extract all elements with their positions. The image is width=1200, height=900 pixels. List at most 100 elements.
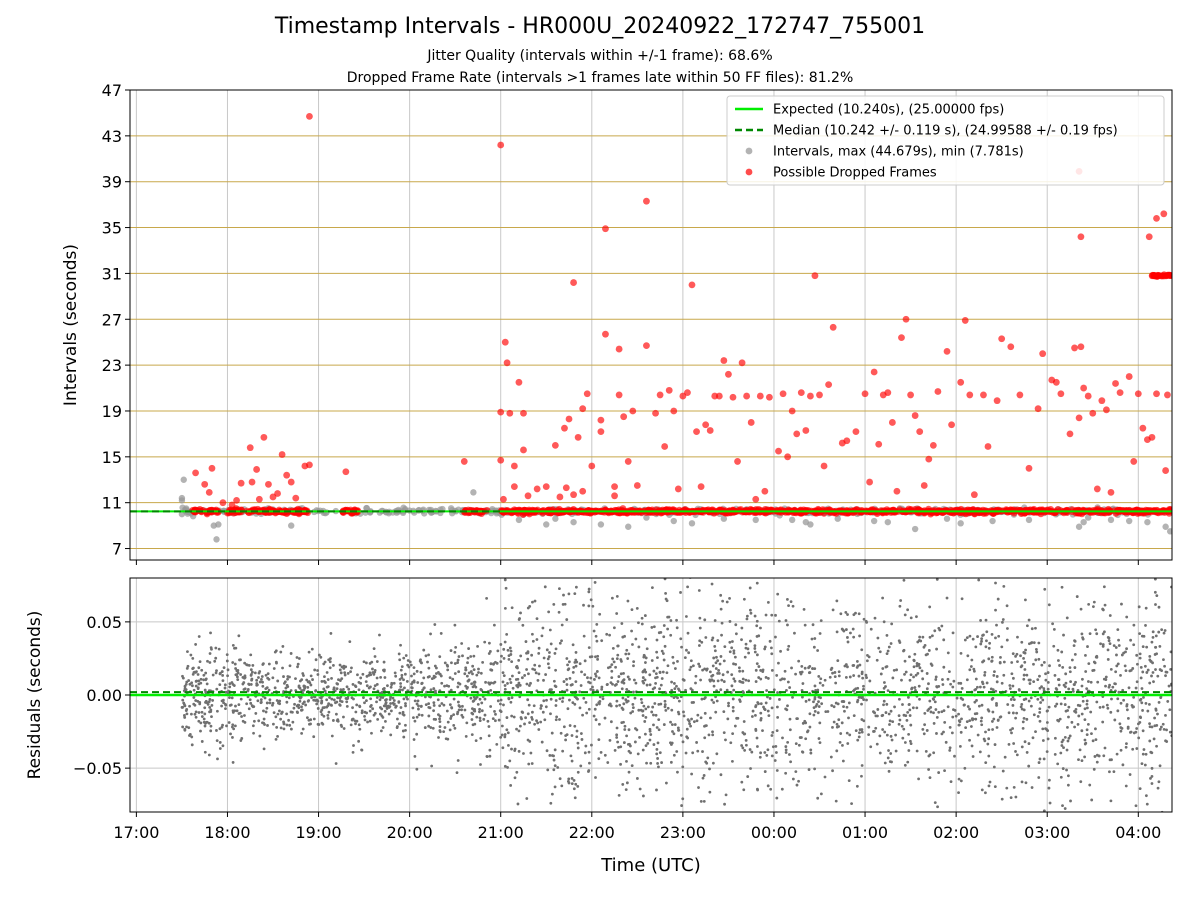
residual-point bbox=[387, 712, 391, 716]
residual-point bbox=[258, 670, 262, 673]
residual-point bbox=[867, 733, 871, 737]
residual-point bbox=[941, 683, 945, 686]
dropped-frame-point bbox=[920, 482, 928, 489]
dropped-frame-point bbox=[884, 389, 892, 397]
residual-point bbox=[1150, 640, 1154, 644]
residual-point bbox=[216, 757, 219, 761]
residual-point bbox=[776, 715, 780, 719]
residual-point bbox=[643, 732, 647, 736]
residual-point bbox=[315, 702, 319, 706]
residual-point bbox=[371, 671, 375, 674]
residual-point bbox=[379, 675, 383, 679]
residual-point bbox=[622, 702, 626, 706]
residual-point bbox=[731, 640, 734, 643]
residual-point bbox=[1106, 706, 1110, 710]
residual-point bbox=[940, 732, 944, 736]
dropped-frame-point bbox=[743, 392, 751, 400]
residual-point bbox=[835, 599, 839, 603]
residual-point bbox=[195, 670, 198, 674]
residual-point bbox=[615, 595, 619, 598]
residual-point bbox=[594, 776, 597, 779]
residual-point bbox=[832, 720, 836, 724]
residual-point bbox=[786, 740, 790, 744]
residual-point bbox=[1009, 796, 1013, 800]
residual-point bbox=[620, 622, 624, 625]
residual-point bbox=[282, 720, 285, 724]
residual-point bbox=[501, 671, 505, 675]
residual-point bbox=[856, 698, 860, 702]
residual-point bbox=[228, 685, 232, 689]
residual-point bbox=[306, 680, 310, 684]
residual-point bbox=[438, 720, 442, 724]
residual-point bbox=[716, 639, 720, 642]
residual-point bbox=[457, 670, 461, 674]
residual-point bbox=[858, 634, 861, 638]
residual-point bbox=[579, 732, 583, 735]
residual-point bbox=[221, 674, 225, 677]
residual-point bbox=[328, 660, 332, 664]
residual-point bbox=[786, 598, 789, 601]
residual-point bbox=[812, 645, 816, 649]
residual-point bbox=[208, 698, 212, 701]
residual-point bbox=[748, 533, 751, 536]
residual-point bbox=[1034, 626, 1037, 630]
residual-point bbox=[257, 719, 261, 723]
dropped-frame-point bbox=[870, 368, 878, 376]
residual-point bbox=[627, 770, 631, 774]
residual-point bbox=[638, 735, 641, 739]
residual-point bbox=[562, 593, 565, 597]
residual-point bbox=[1056, 648, 1060, 652]
residual-point bbox=[320, 700, 324, 704]
dropped-frame-point bbox=[699, 506, 707, 514]
residual-point bbox=[593, 581, 597, 584]
residual-point bbox=[652, 669, 656, 673]
residual-point bbox=[725, 688, 729, 692]
residual-point bbox=[340, 677, 344, 681]
residual-point bbox=[509, 681, 513, 684]
residual-point bbox=[371, 667, 374, 671]
residual-point bbox=[890, 622, 894, 626]
residual-point bbox=[501, 680, 505, 684]
residual-point bbox=[712, 684, 716, 688]
residual-point bbox=[567, 777, 571, 781]
residual-point bbox=[817, 695, 821, 699]
dropped-frame-point bbox=[611, 483, 618, 491]
residual-point bbox=[921, 635, 925, 639]
residual-point bbox=[1144, 624, 1147, 627]
residual-point bbox=[357, 680, 361, 684]
residual-point bbox=[273, 650, 277, 654]
residual-point bbox=[549, 712, 552, 716]
residual-point bbox=[632, 678, 636, 682]
residual-point bbox=[909, 742, 913, 745]
residual-point bbox=[819, 792, 823, 796]
residual-point bbox=[566, 668, 570, 672]
residual-point bbox=[804, 737, 808, 741]
residual-point bbox=[475, 673, 479, 677]
residual-point bbox=[865, 659, 869, 663]
residual-point bbox=[1022, 656, 1025, 660]
residual-point bbox=[708, 670, 712, 674]
interval-point bbox=[752, 516, 759, 524]
residual-point bbox=[389, 685, 393, 689]
interval-point bbox=[597, 521, 605, 528]
residual-point bbox=[756, 787, 759, 791]
residual-point bbox=[878, 751, 882, 755]
residual-point bbox=[595, 639, 599, 643]
residual-point bbox=[211, 673, 215, 677]
residual-point bbox=[888, 719, 892, 723]
residual-point bbox=[817, 737, 821, 740]
residual-point bbox=[624, 698, 628, 702]
residual-point bbox=[918, 635, 922, 639]
residual-point bbox=[744, 642, 748, 646]
residual-point bbox=[1087, 680, 1090, 683]
residual-point bbox=[685, 648, 688, 652]
residual-point bbox=[196, 673, 200, 676]
residual-point bbox=[681, 765, 685, 769]
residual-point bbox=[1115, 664, 1119, 668]
residual-point bbox=[787, 565, 790, 568]
residual-point bbox=[1080, 684, 1084, 688]
residual-point bbox=[747, 651, 751, 655]
residual-point bbox=[1106, 648, 1110, 652]
residual-point bbox=[960, 717, 963, 721]
residual-point bbox=[574, 651, 578, 654]
